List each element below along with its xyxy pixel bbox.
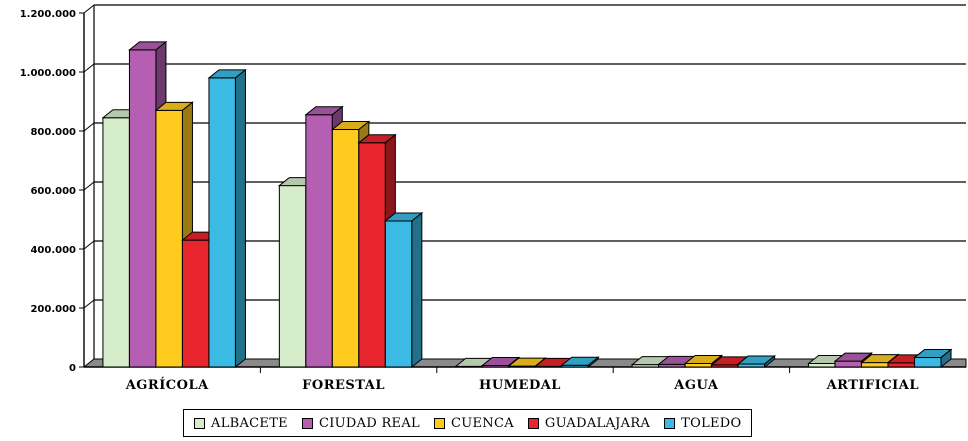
legend-swatch	[301, 417, 313, 429]
gridline-diag	[83, 181, 95, 191]
x-category-label: AGRÍCOLA	[125, 377, 209, 393]
bar-front	[684, 362, 713, 368]
legend-swatch	[664, 417, 676, 429]
legend-item-cuenca: CUENCA	[433, 415, 514, 431]
legend-label: TOLEDO	[681, 415, 742, 431]
x-category-label: ARTIFICIAL	[826, 378, 919, 393]
bar-side	[940, 348, 952, 369]
bar-toledo-0	[207, 68, 247, 369]
bar-front	[331, 129, 360, 368]
bar-front	[861, 362, 889, 368]
gridline-diag	[83, 122, 95, 132]
y-tick-label: 1.200.000	[20, 9, 76, 20]
legend-swatch	[194, 417, 205, 429]
legend-label: CIUDAD REAL	[318, 415, 420, 431]
x-category-label: AGUA	[673, 378, 719, 393]
legend-swatch	[527, 417, 539, 429]
y-tick-label: 600.000	[30, 186, 76, 197]
bar-side	[234, 68, 246, 369]
bar-toledo-3	[736, 355, 777, 369]
bar-toledo-1	[383, 211, 424, 369]
bar-front	[102, 117, 130, 368]
bar-side	[411, 211, 423, 369]
y-tick-label: 200.000	[30, 304, 76, 315]
bar-toledo-2	[560, 356, 600, 369]
legend-label: GUADALAJARA	[544, 415, 651, 431]
bar-front	[305, 114, 333, 368]
bar-front	[384, 220, 413, 368]
bar-front	[887, 362, 916, 368]
bar-front	[128, 49, 157, 368]
bar-front	[181, 239, 210, 368]
legend-item-toledo: TOLEDO	[664, 416, 741, 431]
bar-front	[208, 77, 236, 368]
legend-item-ciudad-real: CIUDAD REAL	[301, 415, 420, 431]
gridline-diag	[83, 299, 95, 309]
bar-front	[808, 362, 836, 368]
x-category-label: FORESTAL	[302, 378, 385, 393]
bar-side	[764, 355, 776, 369]
legend-label: ALBACETE	[211, 415, 288, 431]
legend-item-guadalajara: GUADALAJARA	[527, 415, 651, 431]
gridline-diag	[83, 63, 95, 73]
bar-front	[278, 185, 307, 368]
x-category-label: HUMEDAL	[479, 378, 561, 393]
legend-item-albacete: ALBACETE	[194, 416, 288, 431]
gridline-diag	[83, 4, 95, 14]
y-tick-label: 0	[69, 363, 76, 374]
bar-front	[834, 360, 863, 368]
bar-side	[587, 356, 599, 369]
legend-label: CUENCA	[450, 415, 514, 431]
legend-swatch	[433, 417, 445, 429]
bar-toledo-4	[913, 348, 953, 369]
bar-front	[155, 109, 183, 368]
x-axis-categories: AGRÍCOLA FORESTAL HUMEDAL AGUA ARTIFICIAL	[125, 367, 919, 393]
y-tick-label: 400.000	[30, 245, 76, 256]
y-tick-label: 800.000	[30, 127, 76, 138]
y-axis-ticks: 0 200.000 400.000 600.000 800.000 1.000.000 1.…	[20, 9, 84, 374]
gridline-diag	[83, 240, 95, 250]
y-tick-label: 1.000.000	[20, 68, 76, 79]
bars	[101, 40, 953, 369]
legend: ALBACETE CIUDAD REAL CUENCA GUADALAJARA TOLE…	[183, 409, 753, 437]
bar-front	[358, 142, 386, 368]
bar-front	[914, 357, 942, 368]
